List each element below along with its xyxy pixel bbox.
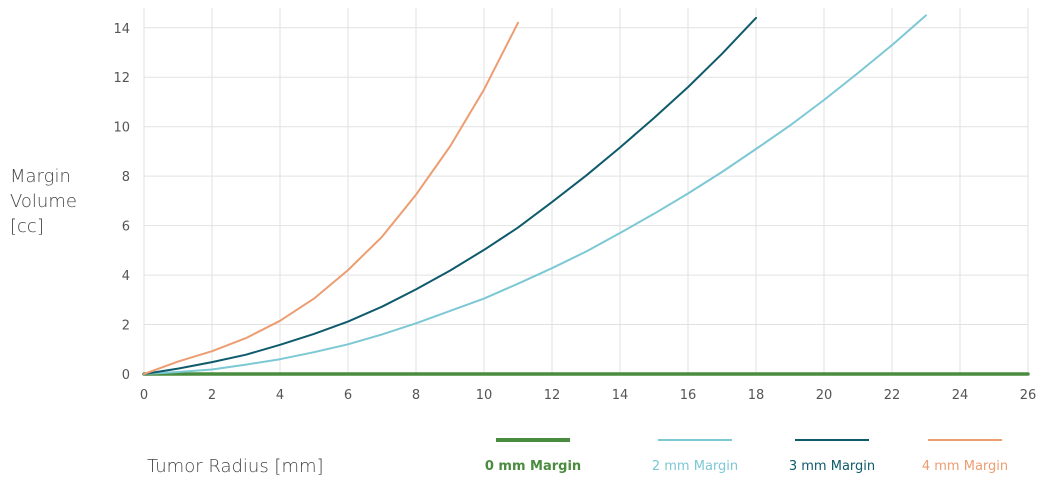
- y-axis-title-line: [cc]: [10, 216, 44, 237]
- x-tick-label: 4: [276, 388, 284, 403]
- y-axis-tick-labels: 0 2 4 6 8 10 12 14: [113, 22, 130, 383]
- x-tick-label: 14: [612, 388, 629, 403]
- legend-label: 2 mm Margin: [652, 459, 738, 474]
- grid: [143, 8, 1029, 375]
- y-tick-label: 2: [122, 319, 130, 334]
- x-tick-label: 2: [208, 388, 216, 403]
- y-tick-label: 4: [122, 269, 130, 284]
- x-tick-label: 0: [140, 388, 148, 403]
- y-tick-label: 6: [122, 220, 130, 235]
- x-tick-label: 26: [1020, 388, 1037, 403]
- legend-label: 3 mm Margin: [789, 459, 875, 474]
- x-tick-label: 22: [884, 388, 901, 403]
- legend: 0 mm Margin 2 mm Margin 3 mm Margin 4 mm Ma…: [485, 438, 1008, 474]
- y-tick-label: 12: [113, 71, 130, 86]
- y-axis-title: Margin Volume [cc]: [10, 166, 77, 237]
- x-tick-label: 8: [412, 388, 420, 403]
- series-line-3: [143, 21, 519, 375]
- x-tick-label: 10: [476, 388, 493, 403]
- x-tick-label: 6: [344, 388, 352, 403]
- x-tick-label: 18: [748, 388, 765, 403]
- y-axis-title-line: Volume: [10, 191, 77, 212]
- y-tick-label: 14: [113, 22, 130, 37]
- series-lines: [142, 14, 1030, 376]
- y-tick-label: 8: [122, 170, 130, 185]
- x-tick-label: 12: [544, 388, 561, 403]
- legend-label: 4 mm Margin: [922, 459, 1008, 474]
- y-tick-label: 10: [113, 121, 130, 136]
- x-tick-label: 20: [816, 388, 833, 403]
- x-tick-label: 24: [952, 388, 969, 403]
- legend-label: 0 mm Margin: [485, 459, 581, 474]
- x-axis-tick-labels: 0 2 4 6 8 10 12 14 16 18 20 22 24 26: [140, 388, 1036, 403]
- y-axis-title-line: Margin: [10, 166, 71, 187]
- x-axis-title: Tumor Radius [mm]: [147, 456, 324, 477]
- y-tick-label: 0: [122, 368, 130, 383]
- x-tick-label: 16: [680, 388, 697, 403]
- series-line-2: [143, 16, 757, 375]
- series-line-1: [143, 14, 927, 375]
